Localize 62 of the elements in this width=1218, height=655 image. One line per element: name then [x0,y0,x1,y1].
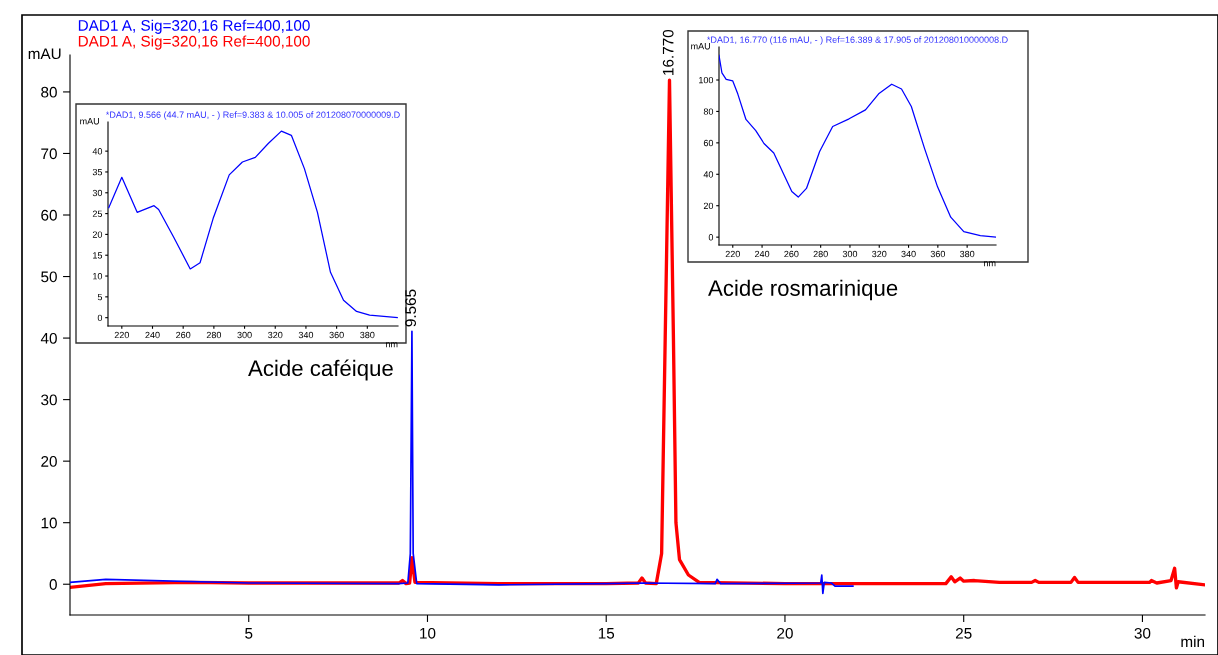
annotation: 9.565 [405,289,417,327]
text: DAD1 A, Sig=320,16 Ref=400,100 [78,35,310,50]
y-tick-label: 0 [49,579,57,590]
line-series [70,330,854,595]
y-tick-label: 60 [41,209,57,221]
y-tick-label: 30 [92,189,103,197]
y-tick-label: 5 [97,293,103,301]
x-tick-label: 360 [329,331,344,339]
annotation: Acide caféique [248,359,393,381]
x-tick-label: 340 [298,331,314,339]
x-tick-label: 220 [725,250,740,258]
y-tick-label: 60 [703,139,714,147]
x-tick-label: 30 [1134,627,1151,639]
x-tick-label: 300 [842,250,858,258]
x-tick-label: 15 [598,628,615,639]
y-tick-label: 20 [92,231,103,238]
y-tick-label: 20 [41,456,57,467]
x-tick-label: 280 [813,250,828,258]
y-axis-title: mAU [691,43,710,50]
y-tick-label: 40 [92,148,103,155]
x-tick-label: 280 [206,331,222,339]
x-tick-label: 260 [784,250,799,258]
y-tick-label: 80 [703,108,714,115]
x-tick-label: 320 [268,331,283,339]
y-tick-label: 20 [703,202,714,210]
line-series [108,130,398,319]
x-tick-label: 300 [237,331,252,339]
x-tick-label: 380 [959,250,975,258]
y-tick-label: 25 [92,210,103,217]
text: DAD1 A, Sig=320,16 Ref=400,100 [78,19,310,34]
y-tick-label: 10 [41,517,57,529]
x-tick-label: 340 [901,250,916,258]
x-tick-label: 25 [955,627,972,639]
x-tick-label: 240 [145,331,160,339]
y-tick-label: 80 [41,86,57,98]
x-tick-label: 360 [930,250,946,258]
x-tick-label: 260 [176,331,191,339]
annotation: Acide rosmarinique [708,279,898,301]
y-tick-label: 10 [93,273,103,280]
x-tick-label: 10 [420,627,436,639]
x-tick-label: 320 [872,250,887,258]
y-tick-label: 70 [41,148,57,160]
x-tick-label: 380 [360,331,375,339]
y-tick-label: 0 [97,314,103,322]
x-tick-label: 220 [114,331,129,339]
annotation: 16.770 [662,29,674,75]
y-tick-label: 30 [41,394,57,406]
y-tick-label: 100 [699,76,714,84]
y-axis-title: mAU [28,48,61,60]
chart-title: *DAD1, 9.566 (44.7 mAU, - ) Ref=9.383 & 10.005 of 201208070000009.D [105,111,400,120]
x-tick-label: 20 [777,627,793,639]
chart-title: *DAD1, 16.770 (116 mAU, - ) Ref=16.389 & 17.905 of 201208010000008.D [707,36,1008,45]
x-tick-label: 240 [754,250,770,258]
y-tick-label: 35 [92,168,103,176]
y-axis-title: mAU [80,118,99,125]
line-series [719,54,996,238]
y-tick-label: 40 [703,171,714,178]
y-tick-label: 40 [40,332,57,344]
x-tick-label: 5 [245,628,253,639]
x-axis-title: min [1181,635,1205,647]
y-tick-label: 0 [708,234,714,241]
y-tick-label: 50 [41,271,57,283]
